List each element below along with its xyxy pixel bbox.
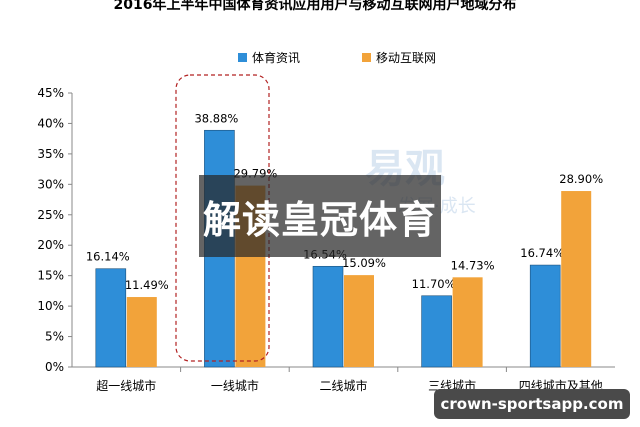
bar-1-1 xyxy=(95,268,127,368)
site-badge[interactable]: crown-sportsapp.com xyxy=(434,389,630,419)
y-tick-label: 40% xyxy=(37,116,64,130)
bar-1-5 xyxy=(529,264,561,368)
legend-label-series-2: 移动互联网 xyxy=(376,51,436,65)
data-label-1-4: 11.70% xyxy=(412,277,456,291)
y-tick-label: 20% xyxy=(37,238,64,252)
x-tick-label: 一线城市 xyxy=(211,378,259,393)
bar-1-4 xyxy=(421,295,452,368)
legend: 体育资讯 移动互联网 xyxy=(238,50,436,65)
data-label-2-5: 28.90% xyxy=(559,172,603,186)
chart-title: 2016年上半年中国体育资讯应用用户与移动互联网用户地域分布 xyxy=(114,0,517,13)
y-tick-label: 35% xyxy=(37,147,64,161)
legend-swatch-series-1 xyxy=(238,53,247,62)
bar-2-5 xyxy=(561,191,592,367)
overlay-banner: 解读皇冠体育 xyxy=(199,175,441,257)
y-tick-label: 25% xyxy=(37,208,64,222)
x-tick-label: 二线城市 xyxy=(319,378,367,393)
site-url: crown-sportsapp.com xyxy=(440,395,624,413)
y-tick-label: 0% xyxy=(45,360,64,374)
data-label-2-3: 15.09% xyxy=(342,256,386,270)
data-label-1-5: 16.74% xyxy=(520,246,564,260)
y-tick-label: 5% xyxy=(45,330,64,344)
bar-2-4 xyxy=(452,277,483,367)
bar-2-1 xyxy=(126,297,157,367)
highlight-box xyxy=(175,74,270,362)
x-tick-label: 超一线城市 xyxy=(96,378,156,393)
y-tick-label: 10% xyxy=(37,299,64,313)
data-label-1-1: 16.14% xyxy=(86,250,130,264)
y-axis: 0% 5% 10% 15% 20% 25% 30% 35% 40% 45% xyxy=(37,86,615,374)
bar-2-3 xyxy=(344,275,374,367)
legend-label-series-1: 体育资讯 xyxy=(252,50,300,65)
data-label-2-1: 11.49% xyxy=(125,278,169,292)
data-label-1-2: 38.88% xyxy=(194,111,238,125)
y-tick-label: 45% xyxy=(37,86,64,100)
legend-swatch-series-2 xyxy=(362,53,371,62)
overlay-text: 解读皇冠体育 xyxy=(202,197,437,242)
y-tick-label: 15% xyxy=(37,269,64,283)
y-tick-label: 30% xyxy=(37,177,64,191)
bar-1-3 xyxy=(312,265,344,368)
data-label-2-4: 14.73% xyxy=(451,258,495,272)
